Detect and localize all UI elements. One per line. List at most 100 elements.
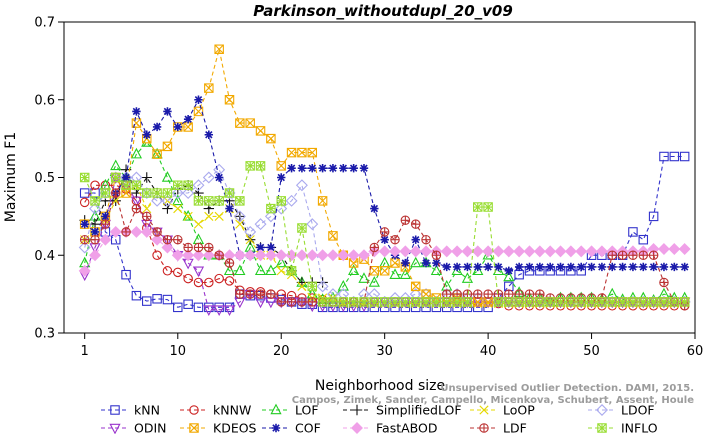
data-point-loop-22 [297, 281, 307, 291]
data-point-ldf-45 [535, 289, 545, 299]
data-point-fastabod-9 [161, 241, 174, 254]
data-point-cof-13 [204, 130, 214, 139]
legend-marker-knnw [189, 405, 199, 415]
data-point-inflo-42 [504, 297, 514, 307]
data-point-ldof-15 [223, 187, 236, 200]
x-tick-label: 10 [170, 344, 187, 359]
data-point-ldf-20 [276, 297, 286, 307]
data-point-ldof-19 [264, 210, 277, 223]
data-point-ldof-7 [140, 187, 153, 200]
data-point-odin-14 [213, 305, 225, 317]
data-point-fastabod-11 [182, 249, 195, 262]
data-point-fastabod-58 [668, 243, 681, 256]
data-point-fastabod-44 [523, 245, 536, 258]
series-line-loop [84, 184, 685, 305]
data-point-ldf-32 [400, 215, 411, 226]
legend-item-simplifiedlof: SimplifiedLOF [343, 403, 462, 418]
data-point-ldf-1 [79, 234, 90, 245]
data-point-cof-44 [525, 262, 534, 272]
data-point-ldf-4 [110, 188, 121, 198]
data-point-cof-28 [359, 163, 369, 173]
data-point-fastabod-22 [295, 249, 308, 262]
series-inflo [79, 161, 690, 307]
data-point-cof-50 [587, 262, 596, 272]
data-point-ldof-22 [295, 179, 308, 192]
legend-label: KDEOS [213, 421, 257, 434]
data-point-ldof-3 [99, 187, 112, 200]
data-point-fastabod-25 [326, 249, 339, 262]
data-point-knn-58 [669, 151, 680, 162]
data-point-fastabod-28 [358, 249, 370, 262]
data-point-fastabod-34 [420, 245, 433, 258]
series-line-knn [84, 155, 685, 308]
data-point-fastabod-7 [140, 225, 153, 238]
data-point-cof-29 [370, 204, 379, 213]
data-point-odin-16 [234, 297, 246, 309]
x-tick-label: 20 [273, 344, 290, 359]
data-point-cof-37 [452, 262, 462, 272]
data-point-loop-20 [276, 266, 286, 276]
data-point-knn-7 [142, 296, 152, 306]
data-point-lof-9 [161, 171, 174, 182]
data-point-fastabod-23 [306, 249, 319, 262]
legend-item-loop: LoOP [470, 403, 535, 418]
data-point-inflo-20 [276, 196, 286, 206]
data-point-ldf-56 [648, 250, 659, 260]
data-point-cof-30 [380, 235, 389, 244]
data-point-fastabod-37 [451, 245, 464, 258]
data-point-kdeos-13 [204, 83, 214, 93]
data-point-lof-18 [254, 264, 267, 276]
legend-label: LDOF [621, 403, 655, 418]
data-point-knn-12 [193, 302, 204, 313]
legend-item-cof: COF [262, 421, 321, 434]
data-point-ldof-23 [306, 218, 319, 231]
data-point-ldof-21 [285, 194, 298, 207]
data-point-ldf-3 [100, 219, 111, 229]
data-point-knn-56 [648, 211, 659, 222]
data-point-inflo-39 [473, 202, 483, 212]
data-point-inflo-33 [410, 297, 421, 307]
data-point-ldf-18 [255, 289, 266, 299]
data-point-lof-28 [358, 272, 370, 283]
data-point-kdeos-16 [235, 118, 245, 128]
data-point-fastabod-41 [492, 245, 505, 258]
legend-label: INFLO [621, 421, 658, 434]
data-point-fastabod-20 [275, 249, 288, 262]
series-kdeos [79, 44, 690, 307]
data-point-inflo-52 [607, 297, 617, 307]
data-point-fastabod-2 [89, 249, 102, 262]
data-point-fastabod-59 [678, 243, 691, 256]
data-point-inflo-19 [266, 203, 276, 214]
legend: kNN kNNW LOF SimplifiedLOF LoOP LDOF ODIN KDEOS… [101, 403, 658, 434]
data-point-knnw-10 [173, 267, 183, 278]
data-point-inflo-27 [348, 297, 359, 307]
data-point-ldof-17 [244, 225, 257, 238]
legend-label: ODIN [134, 421, 167, 434]
data-point-inflo-15 [224, 188, 235, 198]
data-point-fastabod-49 [575, 245, 588, 258]
data-point-cof-51 [597, 262, 607, 272]
data-point-ldf-33 [410, 219, 421, 229]
series-layer [78, 44, 691, 317]
y-tick-label: 0.3 [34, 327, 55, 342]
data-point-lof-31 [389, 268, 401, 279]
data-point-fastabod-40 [482, 245, 495, 258]
data-point-knn-57 [659, 151, 669, 162]
data-point-fastabod-32 [399, 245, 412, 258]
data-point-loop-7 [142, 204, 152, 214]
data-point-kdeos-24 [317, 196, 328, 206]
y-axis: 0.3 0.4 0.5 0.6 0.7 [34, 16, 64, 342]
data-point-ldof-16 [233, 210, 246, 223]
data-point-lof-27 [348, 264, 360, 276]
data-point-ldf-5 [121, 227, 131, 237]
data-point-inflo-40 [483, 202, 493, 212]
data-point-cof-45 [535, 262, 545, 272]
data-point-ldf-31 [390, 234, 400, 245]
data-point-inflo-45 [535, 297, 545, 307]
data-point-inflo-26 [338, 297, 349, 307]
data-point-cof-6 [132, 107, 141, 116]
legend-marker-ldf [479, 423, 489, 433]
data-point-ldf-39 [473, 289, 483, 299]
legend-marker-inflo [597, 423, 607, 433]
data-point-loop-10 [173, 204, 183, 214]
